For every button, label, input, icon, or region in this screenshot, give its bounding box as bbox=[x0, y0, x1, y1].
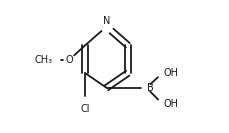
Text: OH: OH bbox=[163, 68, 178, 78]
Text: CH₃: CH₃ bbox=[35, 55, 53, 65]
Text: B: B bbox=[147, 83, 154, 93]
Text: N: N bbox=[103, 16, 110, 26]
Text: Cl: Cl bbox=[80, 104, 90, 114]
Text: OH: OH bbox=[163, 99, 178, 109]
Text: O: O bbox=[65, 55, 73, 65]
